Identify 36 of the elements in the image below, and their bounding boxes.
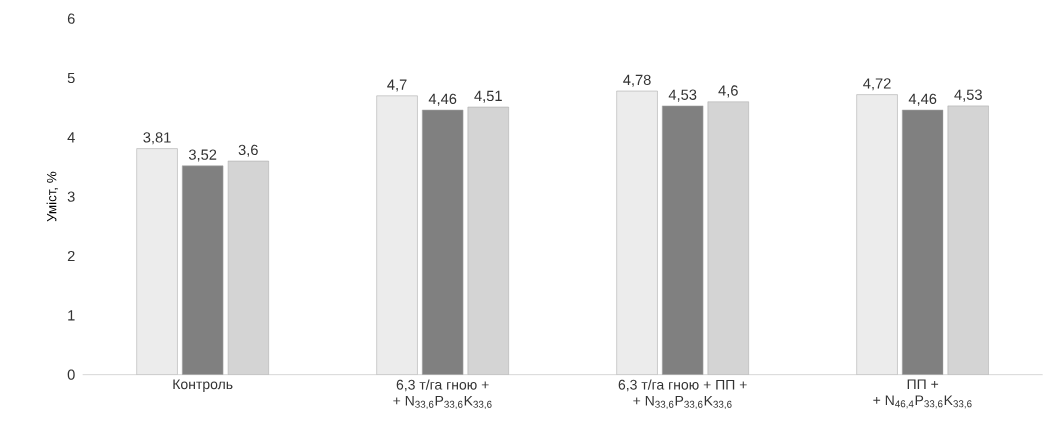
data-label: 3,6 xyxy=(238,144,258,157)
y-tick-label: 6 xyxy=(67,13,75,24)
y-axis-title: Уміст, % xyxy=(46,171,58,222)
x-tick-label: Контроль xyxy=(173,379,233,392)
bar xyxy=(136,148,178,375)
data-label: 3,81 xyxy=(143,132,171,145)
data-label: 4,72 xyxy=(863,78,891,91)
data-label: 4,46 xyxy=(428,93,457,106)
bar xyxy=(181,165,224,375)
bar xyxy=(947,105,989,375)
x-tick-label: 6,3 т/га гною + ПП + + N$_{33,6}$P$_{33,6}$K$_{33,6}$ xyxy=(618,379,747,409)
data-label: 4,46 xyxy=(908,93,937,106)
bar xyxy=(662,105,704,375)
data-label: 4,78 xyxy=(623,74,651,87)
y-tick-label: 2 xyxy=(67,250,75,262)
x-tick-label: 6,3 т/га гною + + N$_{33,6}$P$_{33,6}$K$_{33,6}$ xyxy=(393,379,492,409)
y-tick-label: 5 xyxy=(67,72,75,84)
y-tick-label: 4 xyxy=(67,132,75,143)
y-tick-label: 3 xyxy=(67,191,75,202)
data-label: 4,7 xyxy=(387,79,407,92)
x-tick-label: ПП + + N$_{46,4}$P$_{33,6}$K$_{33,6}$ xyxy=(873,379,972,409)
data-label: 4,51 xyxy=(474,90,502,103)
bar xyxy=(422,109,464,375)
data-label: 4,53 xyxy=(668,89,697,102)
data-label: 4,6 xyxy=(718,85,738,98)
bar xyxy=(616,90,658,375)
bar xyxy=(227,160,269,375)
bar xyxy=(856,94,898,375)
bar xyxy=(376,95,418,375)
y-tick-label: 1 xyxy=(68,310,75,321)
bar xyxy=(902,109,944,375)
bar xyxy=(707,101,749,375)
y-tick-label: 0 xyxy=(67,369,75,380)
bar xyxy=(467,106,509,375)
data-label: 4,53 xyxy=(954,89,982,102)
data-label: 3,52 xyxy=(188,149,217,162)
